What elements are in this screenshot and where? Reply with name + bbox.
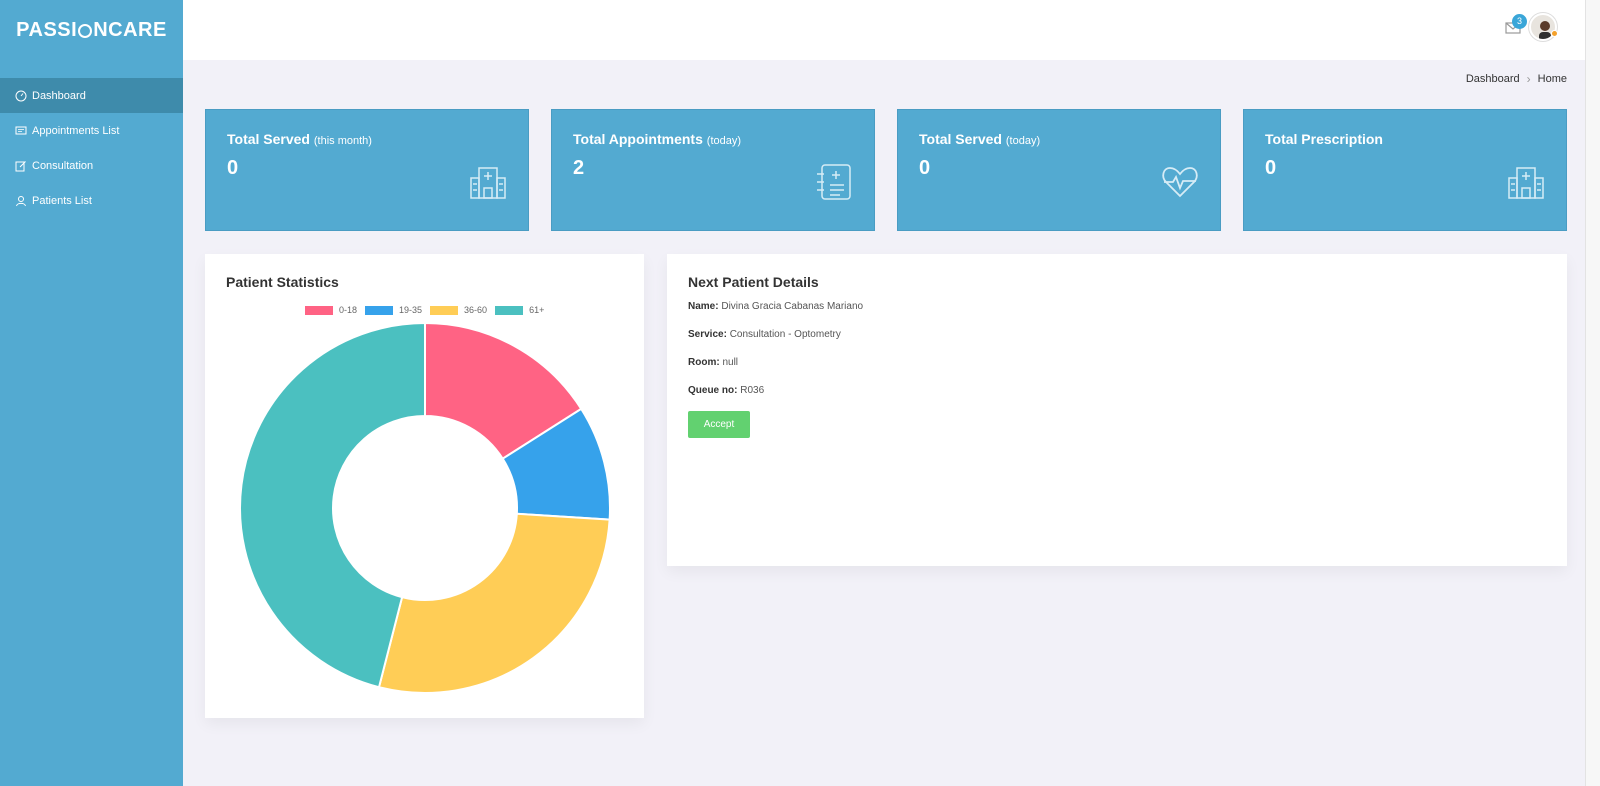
patient-room: null (722, 357, 739, 368)
donut-slice-61+[interactable] (239, 322, 426, 689)
stat-title: Total Served (today) (919, 131, 1040, 147)
stat-card-total-served-today: Total Served (today) 0 (897, 109, 1221, 231)
stat-title: Total Served (this month) (227, 131, 372, 147)
panel-title: Next Patient Details (688, 274, 819, 290)
app-logo[interactable]: PASSI NCARE (0, 0, 183, 60)
top-bar: 3 (183, 0, 1585, 60)
sidebar-item-label: Consultation (32, 159, 94, 172)
detail-label: Queue no: (688, 385, 738, 396)
logo-text-left: PASSI (16, 18, 78, 41)
stat-value: 0 (227, 157, 239, 179)
stat-subtitle: (today) (706, 135, 742, 147)
patient-statistics-panel: Patient Statistics 0-18 19-35 36-60 61+ (205, 254, 644, 718)
donut-chart (239, 322, 611, 694)
stat-value: 2 (573, 157, 585, 179)
hospital-icon (470, 167, 506, 199)
legend-item[interactable]: 0-18 (305, 305, 357, 315)
legend-label: 19-35 (399, 305, 423, 315)
sidebar: PASSI NCARE Dashboard Appointments List C… (0, 0, 183, 786)
avatar[interactable] (1529, 13, 1557, 41)
sidebar-item-label: Patients List (32, 194, 92, 207)
detail-label: Service: (688, 329, 727, 340)
stat-title: Total Prescription (1265, 131, 1383, 147)
stat-card-total-prescription: Total Prescription 0 (1243, 109, 1567, 231)
patient-service-row: Service: Consultation - Optometry (688, 329, 841, 340)
message-icon (15, 126, 27, 134)
breadcrumb-dashboard[interactable]: Dashboard (1465, 73, 1520, 85)
legend-swatch (430, 305, 459, 315)
patient-service: Consultation - Optometry (729, 329, 841, 340)
patient-name: Divina Gracia Cabanas Mariano (721, 301, 864, 312)
donut-slice-0-18[interactable] (424, 322, 583, 461)
sidebar-item-patients[interactable]: Patients List (0, 183, 183, 218)
donut-slice-36-60[interactable] (377, 512, 611, 694)
legend-item[interactable]: 19-35 (365, 305, 422, 315)
heartbeat-icon (1162, 167, 1198, 198)
stat-value: 0 (919, 157, 931, 179)
stat-subtitle: (today) (1005, 135, 1041, 147)
stat-title-text: Total Appointments (573, 131, 703, 147)
patient-name-row: Name: Divina Gracia Cabanas Mariano (688, 301, 863, 312)
patient-room-row: Room: null (688, 357, 738, 368)
logo-o-icon (78, 24, 93, 38)
status-dot (1551, 30, 1558, 37)
user-icon (16, 195, 26, 206)
sidebar-item-label: Appointments List (32, 124, 120, 137)
next-patient-panel: Next Patient Details Name: Divina Gracia… (667, 254, 1567, 566)
logo-text-right: NCARE (93, 18, 167, 41)
stat-card-total-appointments: Total Appointments (today) 2 (551, 109, 875, 231)
sidebar-item-appointments[interactable]: Appointments List (0, 113, 183, 148)
patient-queue-row: Queue no: R036 (688, 385, 764, 396)
detail-label: Name: (688, 301, 719, 312)
stat-subtitle: (this month) (313, 135, 372, 147)
legend-label: 0-18 (339, 305, 358, 315)
sidebar-item-dashboard[interactable]: Dashboard (0, 78, 183, 113)
gauge-icon (15, 90, 27, 101)
chart-legend: 0-18 19-35 36-60 61+ (305, 305, 552, 315)
stat-title: Total Appointments (today) (573, 131, 741, 147)
legend-item[interactable]: 61+ (495, 305, 544, 315)
accept-button[interactable]: Accept (688, 411, 750, 438)
stat-card-total-served-month: Total Served (this month) 0 (205, 109, 529, 231)
hospital-icon (1508, 167, 1544, 199)
detail-label: Room: (688, 357, 720, 368)
legend-label: 61+ (529, 305, 545, 315)
breadcrumb-home: Home (1537, 73, 1567, 85)
mail-count-badge: 3 (1512, 14, 1527, 29)
sidebar-nav: Dashboard Appointments List Consultation… (0, 78, 183, 218)
legend-swatch (365, 305, 394, 315)
edit-icon (15, 160, 26, 171)
stat-title-text: Total Served (919, 131, 1002, 147)
sidebar-item-consultation[interactable]: Consultation (0, 148, 183, 183)
medical-record-icon (817, 164, 851, 200)
patient-queue: R036 (740, 385, 765, 396)
legend-label: 36-60 (464, 305, 488, 315)
chevron-right-icon: › (1526, 72, 1531, 86)
user-avatar-icon (1539, 21, 1551, 39)
scrollbar[interactable] (1585, 0, 1600, 786)
legend-item[interactable]: 36-60 (430, 305, 487, 315)
stat-value: 0 (1265, 157, 1277, 179)
breadcrumb: Dashboard › Home (1466, 72, 1567, 86)
stat-title-text: Total Served (227, 131, 310, 147)
legend-swatch (305, 305, 333, 315)
sidebar-item-label: Dashboard (32, 89, 86, 102)
panel-title: Patient Statistics (226, 274, 339, 290)
legend-swatch (495, 305, 524, 315)
stat-title-text: Total Prescription (1265, 131, 1383, 147)
